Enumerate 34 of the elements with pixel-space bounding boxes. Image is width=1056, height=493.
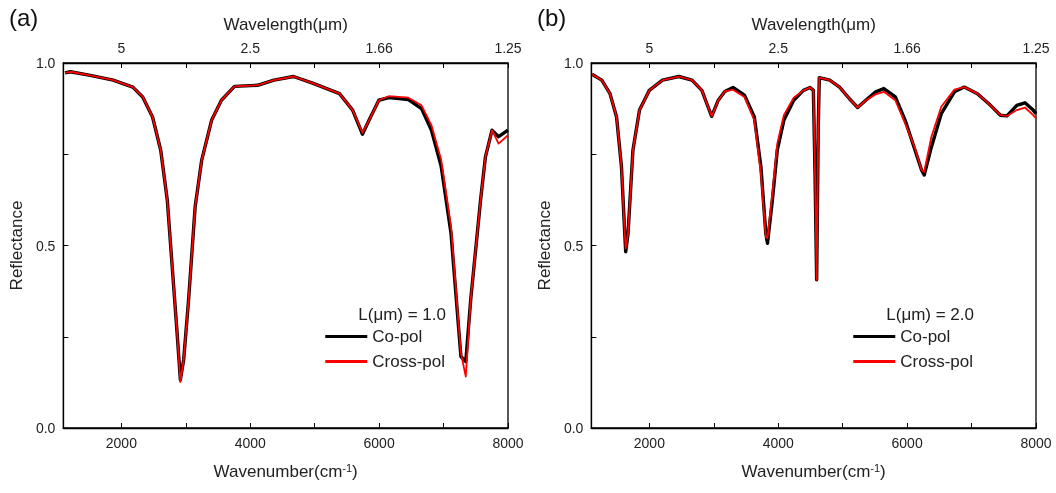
y-axis-title: Reflectance xyxy=(535,200,554,291)
chart-title: (b) xyxy=(537,3,567,31)
legend-label: Cross-pol xyxy=(372,352,446,371)
legend-label: Co-pol xyxy=(900,327,951,346)
y-tick-label: 1.0 xyxy=(563,55,584,71)
y-axis-title: Reflectance xyxy=(7,200,26,291)
text: 2.5 xyxy=(768,40,789,56)
x-tick-label: 8000 xyxy=(492,435,524,451)
legend-title: L(μm) = 2.0 xyxy=(886,305,975,324)
x2-axis-title: Wavelength(μm) xyxy=(751,15,876,34)
text: 1.25 xyxy=(494,40,522,56)
x-tick-label: 6000 xyxy=(891,435,923,451)
text: 2.5 xyxy=(240,40,261,56)
y-tick-label: 0.0 xyxy=(563,420,584,436)
x-tick-label: 4000 xyxy=(234,435,267,451)
chart-title: (a) xyxy=(9,3,39,31)
y-tick-label: 1.0 xyxy=(35,55,56,71)
text: 1.25 xyxy=(1022,40,1050,56)
x-tick-label: 2000 xyxy=(633,435,666,451)
text: 1.66 xyxy=(893,40,921,56)
x-tick-label: 4000 xyxy=(762,435,795,451)
legend-title: L(μm) = 1.0 xyxy=(358,305,447,324)
y-tick-label: 0.5 xyxy=(563,237,584,254)
x-tick-label: 6000 xyxy=(363,435,395,451)
x-tick-label: 8000 xyxy=(1020,435,1052,451)
y-tick-label: 0.5 xyxy=(35,237,56,254)
legend-label: Cross-pol xyxy=(900,352,974,371)
x2-axis-title: Wavelength(μm) xyxy=(223,15,348,34)
text: 1.66 xyxy=(365,40,393,56)
legend-label: Co-pol xyxy=(372,327,423,346)
y-tick-label: 0.0 xyxy=(35,420,56,436)
x-tick-label: 2000 xyxy=(105,435,138,451)
text: 5 xyxy=(645,40,654,56)
text: 5 xyxy=(117,40,126,56)
